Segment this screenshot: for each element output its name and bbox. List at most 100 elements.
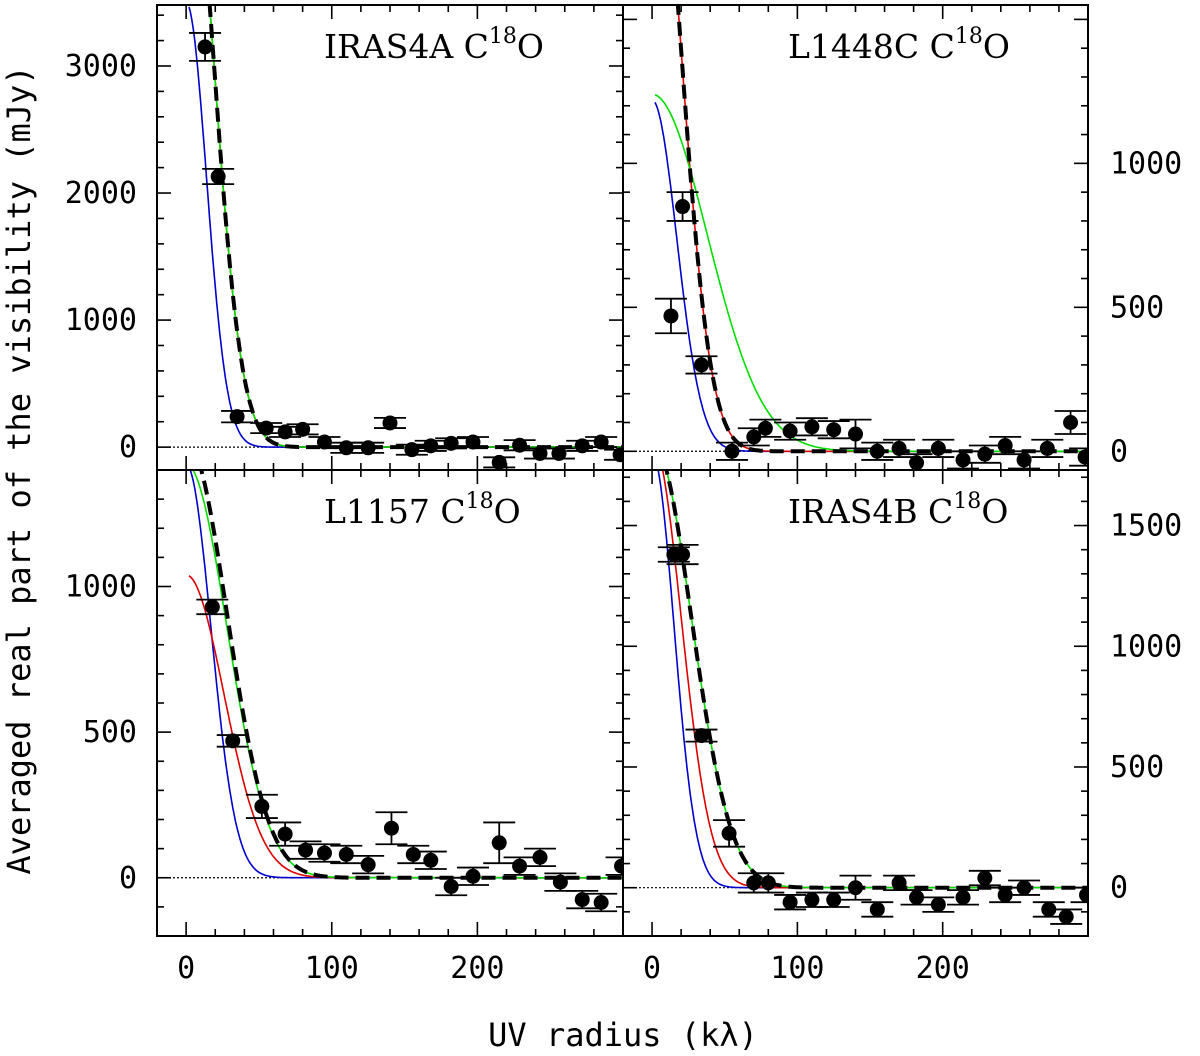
marker [316,845,332,861]
data-point [1031,438,1064,458]
marker [423,438,439,454]
y-tick-label: 2000 [65,176,137,211]
data-point [330,844,363,865]
marker [197,39,213,55]
y-tick-label: 500 [83,715,137,750]
data-point [308,843,341,863]
data-point [503,856,536,876]
data-point [483,821,516,865]
model-best [664,470,1088,890]
marker [532,445,548,461]
marker [891,875,907,891]
marker [804,419,820,435]
marker [693,728,709,744]
data-point [685,728,718,744]
title-tail: O [983,27,1010,66]
marker [491,454,507,470]
data-point [795,417,828,437]
data-point [685,355,718,375]
y-tick-label: 0 [1110,871,1128,906]
marker [1041,901,1057,917]
data-point [1070,886,1088,904]
data-point [202,167,235,186]
marker [258,420,274,436]
data-point [666,543,699,566]
data-point [503,437,536,453]
data-point [216,733,249,749]
data-point [352,855,385,875]
x-tick-label: 100 [770,951,824,986]
title-main: IRAS4A C [324,27,489,66]
data-point [375,811,408,846]
marker [552,874,568,890]
marker [491,835,507,851]
data-point [523,847,556,867]
data-point [269,821,302,847]
data-point [352,440,385,456]
marker [277,424,293,440]
marker [383,820,399,836]
marker [382,415,398,431]
y-tick-label: 1500 [1110,509,1182,544]
marker [1063,414,1079,430]
marker [225,733,241,749]
panel-title: IRAS4B C18O [788,489,1008,531]
data-point [1050,908,1083,925]
marker [612,447,623,463]
data-point [221,409,254,425]
data-point [457,866,490,886]
marker [316,434,332,450]
y-tick-label: 0 [1110,434,1128,469]
model-green [654,94,1088,453]
data-point [947,889,980,906]
marker [1016,452,1032,468]
panel-iras4a-co: 0 1000 2000 3000 IRAS4A C18O [65,4,624,471]
marker [675,547,691,563]
marker [1058,909,1074,925]
model-blue [188,6,623,448]
marker [675,199,691,215]
title-superscript: 18 [955,24,983,49]
marker [804,892,820,908]
model-best [207,5,623,450]
panel-title: L1157 C18O [324,489,521,531]
data-point [883,874,916,892]
title-main: IRAS4B C [788,492,953,531]
title-superscript: 18 [489,24,517,49]
data-point [196,598,229,616]
title-main: L1448C C [788,27,955,66]
marker [757,420,773,436]
data-point [457,434,490,450]
panel-l1157-co: 0 500 1000 0 100 200 L1157 C18O [65,469,624,986]
panel-l1448c-co: 0 500 1000 L1448C C18O [622,4,1182,471]
data-point [542,445,575,461]
data-point [900,889,933,906]
data-point [817,420,850,440]
marker [1016,880,1032,896]
marker [465,434,481,450]
marker [593,895,609,911]
data-point [947,450,980,470]
data-point [900,453,933,470]
x-tick-label: 200 [450,951,504,986]
y-tick-label: 500 [1110,290,1164,325]
panel-title: L1448C C18O [788,24,1010,66]
marker [405,846,421,862]
model-red [188,575,623,879]
panel-frame [622,469,1089,937]
title-tail: O [494,492,521,531]
data-point [839,418,872,450]
data-point [839,874,872,901]
marker [254,798,270,814]
marker [574,892,590,908]
data-point [774,421,807,441]
marker [955,452,971,468]
x-tick-label: 0 [177,951,195,986]
data-point [250,420,283,436]
marker [1079,887,1088,903]
marker [826,422,842,438]
data-point [1008,450,1041,470]
marker [869,901,885,917]
marker [338,846,354,862]
data-point [989,435,1022,456]
